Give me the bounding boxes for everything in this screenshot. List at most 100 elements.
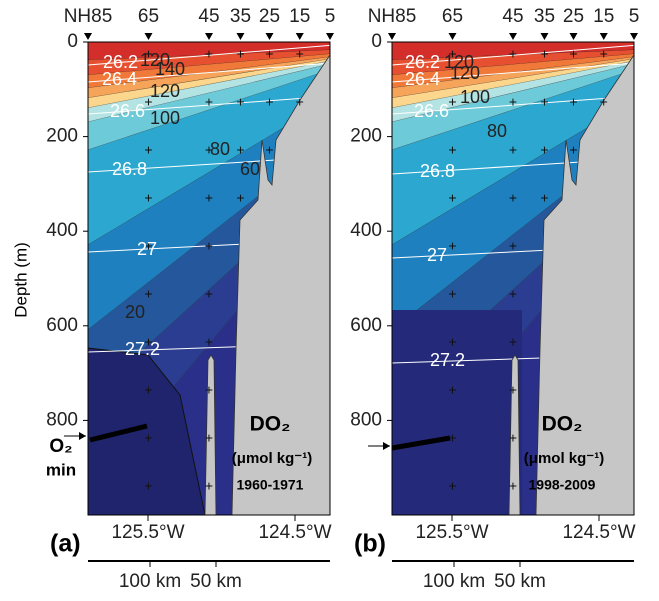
o2-min-arrowhead <box>383 442 390 450</box>
contour-band <box>392 61 634 122</box>
station-label: 65 <box>138 6 159 27</box>
contour-band <box>88 70 330 245</box>
station-marker <box>205 33 213 40</box>
oxygen-label: 120 <box>150 81 180 101</box>
density-label: 26.4 <box>405 69 440 89</box>
x-tick-label: 125.5°W <box>111 522 184 543</box>
station-label: 5 <box>325 6 336 27</box>
contour-band <box>88 54 330 88</box>
station-marker <box>236 33 245 40</box>
sample-marker: + <box>509 46 517 62</box>
density-label: 26.6 <box>414 101 449 121</box>
panel: + + + + + + + + + + + + + + + + + + + + + + + + + + + + +26.226.4 26.… <box>11 6 335 592</box>
station-label: 45 <box>502 6 523 27</box>
y-tick-label: 0 <box>371 31 382 52</box>
density-label: 26.2 <box>103 52 138 72</box>
oxygen-label: 100 <box>150 108 180 128</box>
sample-marker: + <box>509 382 517 398</box>
contour-band <box>392 54 634 88</box>
oxygen-label: 120 <box>444 52 474 72</box>
density-line <box>391 44 635 66</box>
sample-marker: + <box>265 94 273 110</box>
x-tick-label: 124.5°W <box>258 522 331 543</box>
distance-label: 100 km <box>119 571 181 592</box>
sample-marker: + <box>509 190 517 206</box>
sample-marker: + <box>205 334 213 350</box>
distance-label: 100 km <box>423 571 485 592</box>
density-label: 26.4 <box>102 69 137 89</box>
o2-min-line <box>89 423 148 443</box>
x-tick-label: 125.5°W <box>415 522 488 543</box>
sample-marker: + <box>509 286 517 302</box>
o2-min-arrowhead <box>79 432 86 440</box>
contour-band <box>392 100 634 330</box>
sample-marker: + <box>205 190 213 206</box>
distance-label: 50 km <box>494 571 546 592</box>
legend-title: DO₂ <box>250 413 291 436</box>
sample-marker: + <box>205 94 213 110</box>
contour-band <box>88 100 330 330</box>
oxygen-label: 80 <box>487 121 507 141</box>
station-marker <box>84 33 92 40</box>
contour-band <box>392 64 634 150</box>
station-marker <box>265 33 274 40</box>
y-tick-label: 600 <box>46 315 78 336</box>
density-label: 26.6 <box>110 101 145 121</box>
sample-marker: + <box>144 94 152 110</box>
y-tick-label: 800 <box>46 409 78 430</box>
sample-marker: + <box>509 430 517 446</box>
station-marker <box>569 33 578 40</box>
density-label: 26.8 <box>112 159 147 179</box>
density-label: 26.8 <box>420 161 455 181</box>
sample-marker: + <box>509 334 517 350</box>
station-label: 35 <box>230 6 251 27</box>
sample-marker: + <box>448 238 456 254</box>
y-tick-label: 200 <box>46 126 78 147</box>
legend-period: 1998-2009 <box>529 477 596 493</box>
oxygen-label: 20 <box>125 302 145 322</box>
sample-marker: + <box>448 46 456 62</box>
station-label: 35 <box>534 6 555 27</box>
density-line <box>391 95 635 115</box>
legend-units: (μmol kg⁻¹) <box>524 450 604 467</box>
oxygen-label: 100 <box>460 87 490 107</box>
sample-marker: + <box>265 46 273 62</box>
station-marker <box>599 33 608 40</box>
sample-marker: + <box>448 94 456 110</box>
station-label: 15 <box>593 6 614 27</box>
oxygen-label: 80 <box>210 139 230 159</box>
o2-min-label: O₂ <box>49 436 72 457</box>
oxygen-label: 120 <box>450 63 480 83</box>
contour-band <box>88 61 330 122</box>
density-line <box>87 95 331 115</box>
y-tick-label: 400 <box>350 220 382 241</box>
density-line <box>87 44 331 66</box>
density-line <box>87 62 331 83</box>
sample-marker: + <box>296 46 304 62</box>
contour-band <box>392 42 634 60</box>
sample-marker: + <box>540 142 548 158</box>
distance-label: 50 km <box>190 571 242 592</box>
contour-band <box>392 57 634 98</box>
station-marker <box>144 33 153 40</box>
sample-marker: + <box>509 478 517 494</box>
sample-marker: + <box>205 286 213 302</box>
contour-band <box>88 57 330 98</box>
y-axis-label: Depth (m) <box>11 242 30 318</box>
legend-title: DO₂ <box>542 413 583 436</box>
y-tick-label: 400 <box>46 220 78 241</box>
sample-marker: + <box>509 238 517 254</box>
sample-marker: + <box>236 142 244 158</box>
sample-marker: + <box>296 94 304 110</box>
station-label: 15 <box>289 6 310 27</box>
station-label: 65 <box>442 6 463 27</box>
sample-marker: + <box>265 142 273 158</box>
sample-marker: + <box>205 142 213 158</box>
sample-marker: + <box>144 238 152 254</box>
station-label: 25 <box>259 6 280 27</box>
station-label: 45 <box>198 6 219 27</box>
plot-frame <box>391 41 635 516</box>
sample-marker: + <box>144 190 152 206</box>
station-marker <box>295 33 304 40</box>
